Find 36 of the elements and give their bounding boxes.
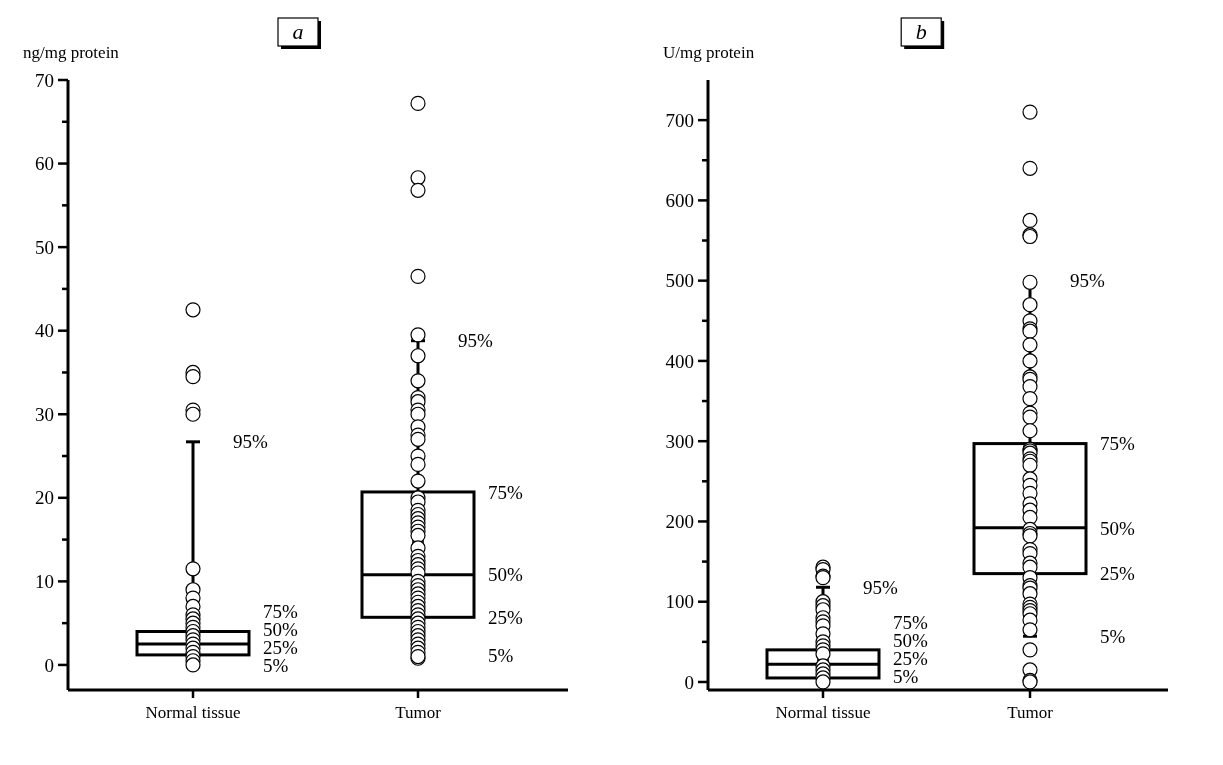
annotation: 25% [488, 606, 523, 628]
annotation: 50% [488, 564, 523, 586]
y-tick-label: 30 [35, 403, 54, 425]
y-tick-label: 200 [665, 511, 694, 533]
x-tick-label: Normal tissue [775, 703, 871, 722]
annotation: 95% [1070, 270, 1105, 292]
annotation: 5% [1100, 625, 1126, 647]
annotation: 75% [488, 481, 523, 503]
y-tick-label: 10 [35, 571, 54, 593]
y-tick-label: 70 [35, 69, 54, 91]
y-tick-label: 500 [665, 270, 694, 292]
y-tick-label: 0 [44, 654, 54, 676]
x-tick-label: Tumor [395, 703, 442, 722]
y-axis-title: ng/mg protein [23, 43, 120, 62]
annotation: 50% [1100, 517, 1135, 539]
y-tick-label: 0 [684, 671, 694, 693]
y-tick-label: 40 [35, 320, 54, 342]
y-tick-label: 600 [665, 190, 694, 212]
x-tick-label: Normal tissue [145, 703, 241, 722]
annotation: 95% [863, 576, 898, 598]
y-tick-label: 700 [665, 109, 694, 131]
annotation: 75% [1100, 433, 1135, 455]
x-tick-label: Tumor [1007, 703, 1054, 722]
y-axis-title: U/mg protein [663, 43, 755, 62]
chart-title: b [915, 19, 927, 44]
y-tick-label: 100 [665, 591, 694, 613]
annotation: 5% [488, 644, 514, 666]
annotation: 25% [1100, 563, 1135, 585]
chart-title: a [292, 19, 304, 44]
annotation: 95% [233, 431, 268, 453]
y-tick-label: 20 [35, 487, 54, 509]
annotation: 95% [458, 330, 493, 352]
y-tick-label: 50 [35, 236, 54, 258]
y-tick-label: 400 [665, 350, 694, 372]
y-tick-label: 300 [665, 430, 694, 452]
y-tick-label: 60 [35, 153, 54, 175]
